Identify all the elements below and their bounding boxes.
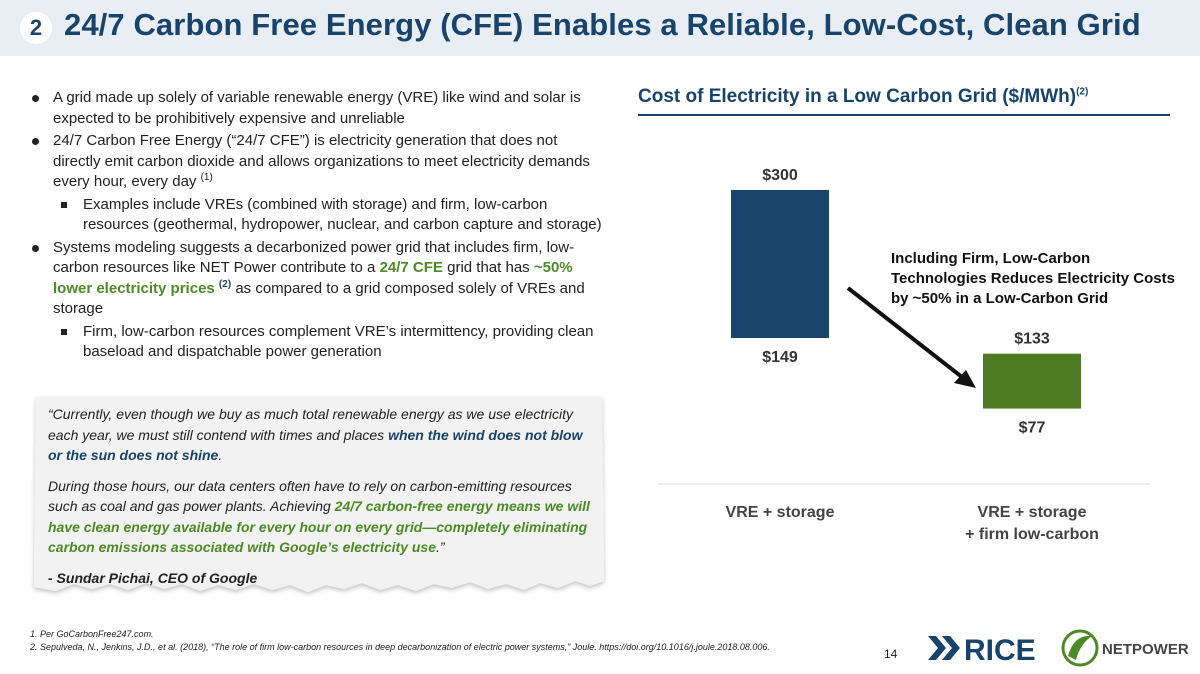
bullet-text: 24/7 Carbon Free Energy (“24/7 CFE”) is … bbox=[53, 132, 590, 190]
bar-high-label: $300 bbox=[762, 167, 798, 184]
quote-text: “Currently, even though we buy as much t… bbox=[48, 404, 596, 598]
quote-span: During those hours, our data centers oft… bbox=[48, 477, 572, 515]
highlight-lower-prices: ~50% lower electricity prices bbox=[53, 259, 573, 297]
trend-arrow-head bbox=[954, 370, 976, 388]
chart-title-underline bbox=[638, 114, 1170, 116]
trend-arrow-line bbox=[846, 286, 969, 383]
page-number: 14 bbox=[884, 647, 898, 661]
bullet-text: A grid made up solely of variable renewa… bbox=[53, 89, 581, 127]
netpower-logo-text: NETPOWER bbox=[1102, 641, 1189, 658]
highlight-cfe: 24/7 CFE bbox=[379, 259, 443, 276]
quote-span: “Currently, even though we buy as much t… bbox=[48, 406, 574, 443]
bar-low-label: $77 bbox=[1019, 420, 1046, 437]
bullet-item: 24/7 Carbon Free Energy (“24/7 CFE”) is … bbox=[30, 131, 605, 193]
chart-title-text: Cost of Electricity in a Low Carbon Grid… bbox=[638, 86, 1077, 107]
quote-paragraph: During those hours, our data centers oft… bbox=[48, 476, 596, 558]
quote-highlight: when the wind does not blow or the sun d… bbox=[48, 426, 583, 464]
sub-bullet-item: Examples include VREs (combined with sto… bbox=[30, 195, 605, 236]
category-label: + firm low-carbon bbox=[965, 526, 1099, 543]
footnote-1: 1. Per GoCarbonFree247.com. bbox=[30, 629, 154, 639]
bar-low-label: $149 bbox=[762, 349, 798, 366]
header-bar bbox=[0, 0, 1200, 56]
category-label: VRE + storage bbox=[726, 504, 835, 521]
footnote-ref: (2) bbox=[218, 278, 232, 290]
bar-high-label: $133 bbox=[1014, 331, 1050, 348]
quote-attribution: - Sundar Pichai, CEO of Google bbox=[48, 569, 258, 586]
footnotes: 1. Per GoCarbonFree247.com. 2. Sepulveda… bbox=[30, 628, 770, 654]
chart-title: Cost of Electricity in a Low Carbon Grid… bbox=[638, 86, 1088, 108]
bullet-text: Systems modeling suggests a decarbonized… bbox=[53, 238, 575, 277]
quote-box bbox=[34, 397, 604, 592]
quote-highlight: 24/7 carbon-free energy means we will ha… bbox=[48, 498, 590, 555]
quote-paragraph: “Currently, even though we buy as much t… bbox=[48, 404, 596, 466]
bullet-item: Systems modeling suggests a decarbonized… bbox=[30, 238, 605, 320]
chart-annotation: Including Firm, Low-Carbon Technologies … bbox=[891, 250, 1175, 307]
labels-layer: $300 $149 VRE + storage $133 $77 VRE + storag… bbox=[726, 167, 1099, 543]
bars-layer bbox=[731, 190, 1081, 409]
page-title: 24/7 Carbon Free Energy (CFE) Enables a … bbox=[64, 7, 1141, 42]
bullet-item: A grid made up solely of variable renewa… bbox=[30, 88, 605, 129]
bullet-list: A grid made up solely of variable renewa… bbox=[30, 88, 605, 365]
footnote-2: 2. Sepulveda, N., Jenkins, J.D., et al. … bbox=[30, 642, 770, 652]
sub-bullet-item: Firm, low-carbon resources complement VR… bbox=[30, 322, 605, 363]
bar-2 bbox=[983, 353, 1081, 409]
bar-1 bbox=[731, 190, 829, 338]
category-label: VRE + storage bbox=[978, 504, 1087, 521]
netpower-logo: NETPOWER bbox=[1061, 629, 1189, 667]
section-number-badge: 2 bbox=[20, 12, 52, 44]
cost-chart: $300 $149 VRE + storage $133 $77 VRE + storag… bbox=[658, 167, 1150, 543]
sub-bullet-text: Examples include VREs (combined with sto… bbox=[83, 195, 602, 234]
footnote-ref: (1) bbox=[200, 172, 213, 183]
rice-logo-text: RICE bbox=[964, 634, 1036, 666]
quote-span: . bbox=[218, 447, 223, 463]
rice-logo: RICE bbox=[928, 634, 1036, 666]
bullet-text: as compared to a grid composed solely of… bbox=[53, 279, 585, 318]
sub-bullet-text: Firm, low-carbon resources complement VR… bbox=[83, 322, 594, 361]
chart-title-ref: (2) bbox=[1076, 86, 1089, 98]
bullet-text: grid that has bbox=[447, 259, 530, 276]
quote-span: .” bbox=[436, 539, 445, 555]
